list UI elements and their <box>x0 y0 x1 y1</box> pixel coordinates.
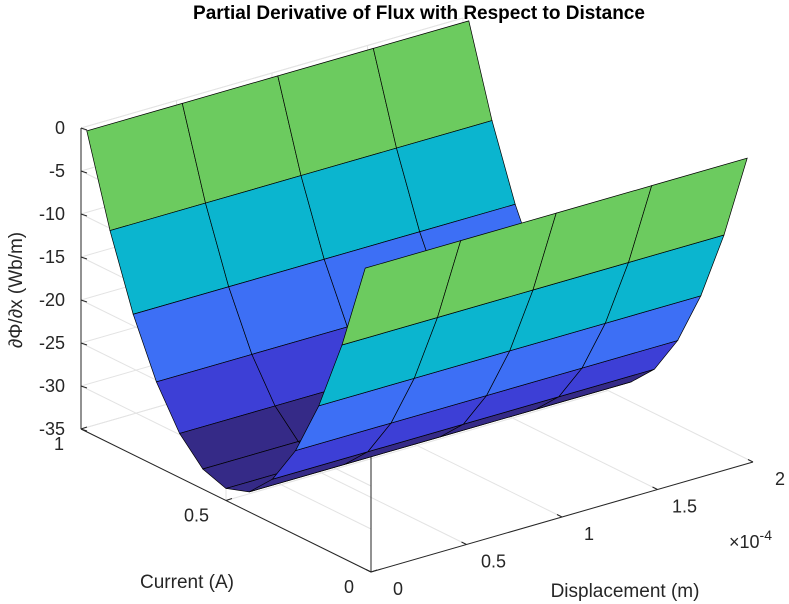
y-tick-mark-1 <box>225 498 233 501</box>
z-tick-mark-6 <box>80 385 88 389</box>
y-tick-mark-2 <box>80 426 88 430</box>
x-tick-label-0: 0 <box>393 579 403 599</box>
floor-grid-y-1 <box>225 390 609 501</box>
y-tick-label-0: 0 <box>344 577 354 597</box>
z-tick-mark-3 <box>80 256 88 260</box>
surface-patch-47 <box>627 157 748 264</box>
z-tick-mark-2 <box>80 213 88 217</box>
tick-labels: 0 0.5 1 1.5 2 0 0.5 1 0 -5 -10 -15 -20 -25 -30 -35 <box>39 118 785 599</box>
z-tick-label-7: -35 <box>39 419 65 439</box>
x-axis-exponent: ×10-4 <box>729 527 772 552</box>
y-tick-mark-0 <box>370 569 378 573</box>
z-tick-label-1: -5 <box>49 161 65 181</box>
z-tick-label-4: -20 <box>39 290 65 310</box>
z-tick-label-3: -15 <box>39 247 65 267</box>
x-tick-label-2: 1 <box>584 524 594 544</box>
z-tick-label-0: 0 <box>55 118 65 138</box>
z-tick-mark-4 <box>80 299 88 303</box>
x-exponent-power: -4 <box>760 527 773 543</box>
z-tick-mark-5 <box>80 342 88 346</box>
z-tick-mark-7 <box>80 428 88 432</box>
y-tick-label-1: 0.5 <box>184 506 209 526</box>
chart-title: Partial Derivative of Flux with Respect … <box>193 3 645 24</box>
x-tick-mark-4 <box>747 459 754 463</box>
x-axis-label: Displacement (m) <box>551 581 700 602</box>
x-tick-label-3: 1.5 <box>672 497 697 517</box>
x-tick-mark-2 <box>556 514 563 518</box>
x-tick-mark-0 <box>365 569 372 573</box>
y-axis-label: Current (A) <box>140 572 234 593</box>
surface-patches <box>86 20 748 493</box>
z-tick-mark-0 <box>80 127 88 131</box>
x-tick-mark-3 <box>652 486 658 490</box>
y-tick-label-2: 1 <box>54 434 64 454</box>
box-edge-top-back <box>80 17 464 129</box>
x-tick-label-1: 0.5 <box>481 552 506 572</box>
x-tick-mark-1 <box>461 541 467 545</box>
x-exponent-base: ×10 <box>729 532 760 552</box>
z-axis-label: ∂Φ/∂x (Wb/m) <box>6 232 27 348</box>
z-tick-mark-1 <box>80 170 88 174</box>
z-tick-label-6: -30 <box>39 376 65 396</box>
z-tick-label-5: -25 <box>39 333 65 353</box>
x-tick-label-4: 2 <box>775 469 785 489</box>
z-tick-label-2: -10 <box>39 204 65 224</box>
